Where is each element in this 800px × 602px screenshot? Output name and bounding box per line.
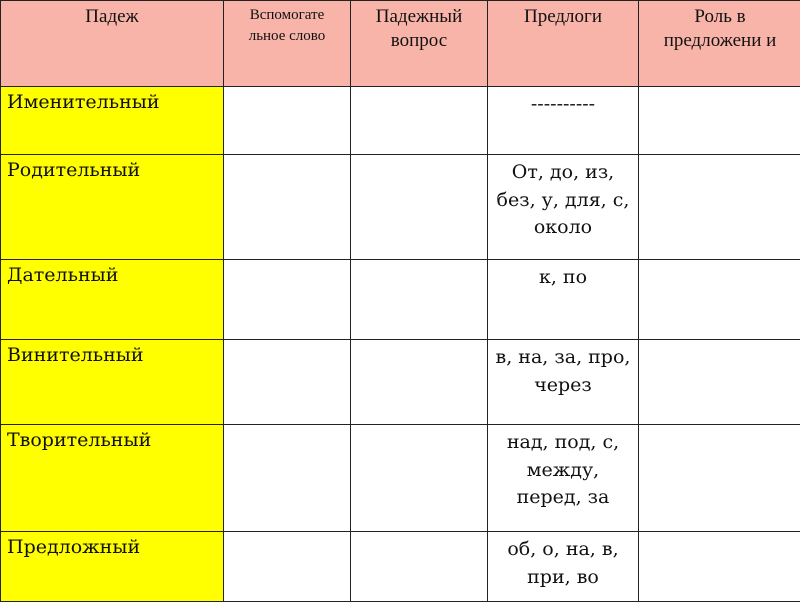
header-row: Падеж Вспомогате льное слово Падежный во… [1,1,800,87]
case-cell: Предложный [1,532,224,602]
role-cell [639,340,800,425]
table-row: Винительный в, на, за, про, через [1,340,800,425]
case-cell: Родительный [1,155,224,260]
prepositions-cell: об, о, на, в, при, во [488,532,639,602]
question-cell [351,87,488,155]
case-cell: Творительный [1,425,224,532]
aux-word-cell [224,532,351,602]
header-role: Роль в предложени и [639,1,800,87]
aux-word-cell [224,425,351,532]
table-row: Родительный От, до, из, без, у, для, с, о… [1,155,800,260]
aux-word-cell [224,87,351,155]
header-question: Падежный вопрос [351,1,488,87]
role-cell [639,155,800,260]
prepositions-cell: к, по [488,260,639,340]
table-row: Именительный ---------- [1,87,800,155]
aux-word-cell [224,260,351,340]
table-row: Творительный над, под, с, между, перед, з… [1,425,800,532]
header-case: Падеж [1,1,224,87]
role-cell [639,532,800,602]
table-row: Предложный об, о, на, в, при, во [1,532,800,602]
role-cell [639,87,800,155]
table-row: Дательный к, по [1,260,800,340]
question-cell [351,532,488,602]
question-cell [351,260,488,340]
case-cell: Дательный [1,260,224,340]
prepositions-cell: От, до, из, без, у, для, с, около [488,155,639,260]
case-cell: Именительный [1,87,224,155]
header-prepositions: Предлоги [488,1,639,87]
question-cell [351,340,488,425]
question-cell [351,155,488,260]
aux-word-cell [224,340,351,425]
role-cell [639,260,800,340]
question-cell [351,425,488,532]
prepositions-cell: ---------- [488,87,639,155]
prepositions-cell: над, под, с, между, перед, за [488,425,639,532]
role-cell [639,425,800,532]
header-aux-word: Вспомогате льное слово [224,1,351,87]
case-cell: Винительный [1,340,224,425]
prepositions-cell: в, на, за, про, через [488,340,639,425]
aux-word-cell [224,155,351,260]
